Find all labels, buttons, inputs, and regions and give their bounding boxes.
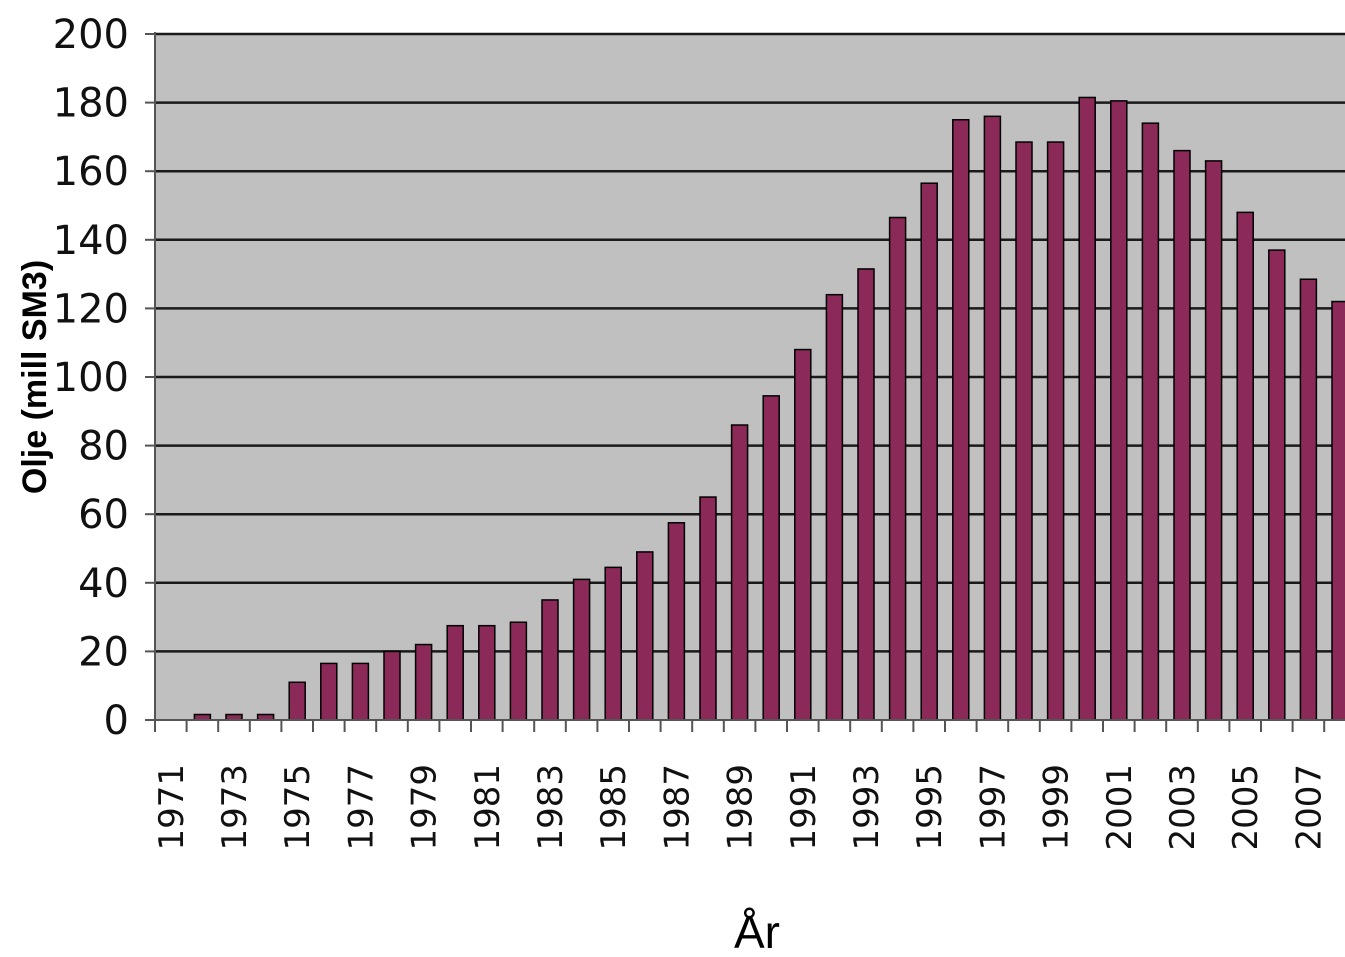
x-tick-label: 1995 <box>910 764 950 851</box>
y-tick-label: 20 <box>78 629 129 675</box>
bar-2002 <box>1141 122 1160 721</box>
y-tick-label: 0 <box>104 698 129 744</box>
bar-1990 <box>762 395 780 721</box>
x-tick-label: 1985 <box>594 764 634 851</box>
x-tick-label: 1989 <box>721 764 761 851</box>
bar-1981 <box>478 624 496 721</box>
x-tick-label: 1971 <box>152 764 192 851</box>
bar-1991 <box>794 348 812 721</box>
y-tick-label: 60 <box>78 492 129 538</box>
y-tick-label: 40 <box>78 561 129 607</box>
bar-1985 <box>604 566 622 721</box>
x-tick-label: 1991 <box>784 764 824 851</box>
bar-1979 <box>414 643 433 721</box>
bar-1988 <box>699 496 717 721</box>
bar-1977 <box>351 662 370 721</box>
bar-2005 <box>1236 211 1254 721</box>
bar-1996 <box>952 119 970 721</box>
bar-1976 <box>320 662 338 721</box>
axes <box>145 32 1345 732</box>
bar-2004 <box>1204 160 1223 721</box>
x-tick-label: 1983 <box>531 764 571 851</box>
y-tick-label: 140 <box>53 218 129 264</box>
x-tick-label: 1973 <box>215 764 255 851</box>
bar-1978 <box>383 650 401 721</box>
bar-2007 <box>1299 278 1318 721</box>
bar-1984 <box>572 578 591 721</box>
x-tick-label: 2001 <box>1100 764 1140 851</box>
x-tick-label: 1997 <box>973 764 1013 851</box>
x-tick-label: 1999 <box>1037 764 1077 851</box>
bar-1980 <box>446 624 464 721</box>
bar-1993 <box>857 268 875 721</box>
y-tick-label: 180 <box>53 81 129 127</box>
bar-1986 <box>636 551 654 721</box>
y-tick-label: 200 <box>53 12 129 58</box>
bar-1992 <box>825 293 844 721</box>
x-tick-labels: 1971 1973 1975 1977 1979 1981 1983 1985 1987 1989… <box>152 764 1330 851</box>
y-tick-label: 100 <box>53 355 129 401</box>
bar-2008 <box>1331 300 1345 721</box>
bar-1982 <box>509 621 528 721</box>
x-tick-label: 2007 <box>1289 764 1329 851</box>
y-tick-label: 160 <box>53 149 129 195</box>
y-axis-label: Olje (mill SM3) <box>16 260 54 494</box>
bar-2006 <box>1268 249 1286 721</box>
bar-1995 <box>920 182 938 721</box>
bar-1975 <box>288 681 306 721</box>
bar-1999 <box>1046 141 1065 721</box>
bar-1989 <box>730 424 749 721</box>
x-tick-label: 1993 <box>847 764 887 851</box>
bar-1998 <box>1015 141 1033 721</box>
bar-2001 <box>1110 100 1128 721</box>
x-axis-label: År <box>734 906 780 957</box>
x-tick-label: 1981 <box>468 764 508 851</box>
x-tick-label: 1979 <box>405 764 445 851</box>
x-tick-label: 1987 <box>657 764 697 851</box>
x-tick-label: 2005 <box>1226 764 1266 851</box>
bar-1997 <box>983 115 1002 721</box>
bar-2000 <box>1078 96 1096 721</box>
x-tick-label: 1977 <box>341 764 381 851</box>
bar-1983 <box>541 599 559 721</box>
y-tick-label: 120 <box>53 286 129 332</box>
bar-1994 <box>888 216 907 721</box>
bar-2003 <box>1173 149 1191 721</box>
x-tick-label: 2003 <box>1163 764 1203 851</box>
bar-1987 <box>667 522 686 721</box>
y-tick-label: 80 <box>78 424 129 470</box>
x-tick-label: 1975 <box>278 764 318 851</box>
y-tick-labels: 0 20 40 60 80 100 120 140 160 180 200 <box>53 12 129 744</box>
